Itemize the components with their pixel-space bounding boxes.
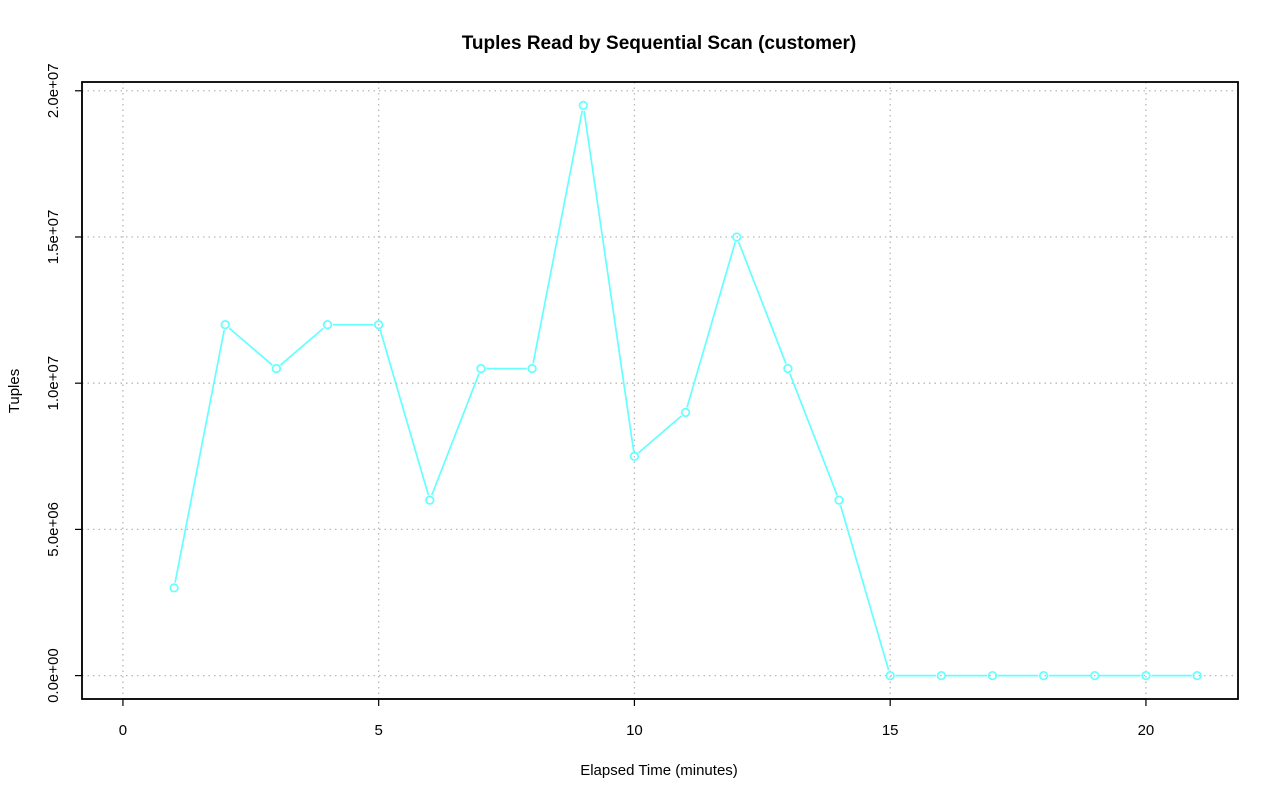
x-tick-label: 0 (119, 722, 127, 739)
data-point (1090, 670, 1100, 681)
x-tick-label: 10 (626, 722, 643, 739)
x-tick-label: 15 (882, 722, 899, 739)
data-point (578, 100, 588, 111)
x-axis-label: Elapsed Time (minutes) (580, 762, 738, 779)
data-point (271, 363, 282, 374)
y-tick-label: 0.0e+00 (45, 648, 62, 703)
data-point (1038, 670, 1049, 681)
series-line-segment (583, 110, 635, 452)
chart-title: Tuples Read by Sequential Scan (customer… (462, 33, 857, 54)
data-point (169, 583, 179, 593)
plot-frame (81, 81, 1239, 700)
y-tick-label: 5.0e+06 (45, 502, 62, 557)
series-line-segment (532, 110, 584, 364)
series-line-segment (174, 329, 226, 583)
x-tick-label: 20 (1138, 722, 1155, 739)
data-series (169, 100, 1202, 681)
y-axis-label: Tuples (6, 369, 23, 413)
data-point (629, 451, 640, 461)
data-point (527, 363, 537, 374)
grid-lines (82, 82, 1238, 699)
y-tick-label: 1.5e+07 (45, 210, 62, 265)
data-point (374, 320, 384, 330)
series-line-segment (637, 415, 683, 454)
y-tick-label: 1.0e+07 (45, 356, 62, 411)
series-line-segment (279, 327, 324, 366)
data-point (732, 232, 742, 242)
data-point (1192, 670, 1202, 681)
series-line-segment (228, 327, 273, 366)
series-line-segment (430, 373, 480, 496)
data-point (885, 670, 895, 681)
data-point (987, 670, 998, 681)
data-point (834, 495, 844, 505)
data-point (476, 363, 486, 374)
data-point (680, 407, 691, 418)
data-point (322, 320, 333, 330)
data-point (220, 320, 230, 330)
series-line-segment (839, 505, 890, 671)
data-point (936, 670, 946, 681)
series-line-segment (789, 373, 838, 496)
series-line-segment (737, 241, 787, 364)
data-point (425, 495, 435, 505)
series-line-segment (379, 329, 430, 496)
x-tick-label: 5 (375, 722, 383, 739)
y-tick-label: 2.0e+07 (45, 63, 62, 118)
series-line-segment (686, 241, 737, 408)
data-point (783, 363, 793, 374)
data-point (1141, 670, 1151, 681)
y-axis: 0.0e+00 5.0e+06 1.0e+07 1.5e+07 2.0e+07 (45, 63, 83, 703)
